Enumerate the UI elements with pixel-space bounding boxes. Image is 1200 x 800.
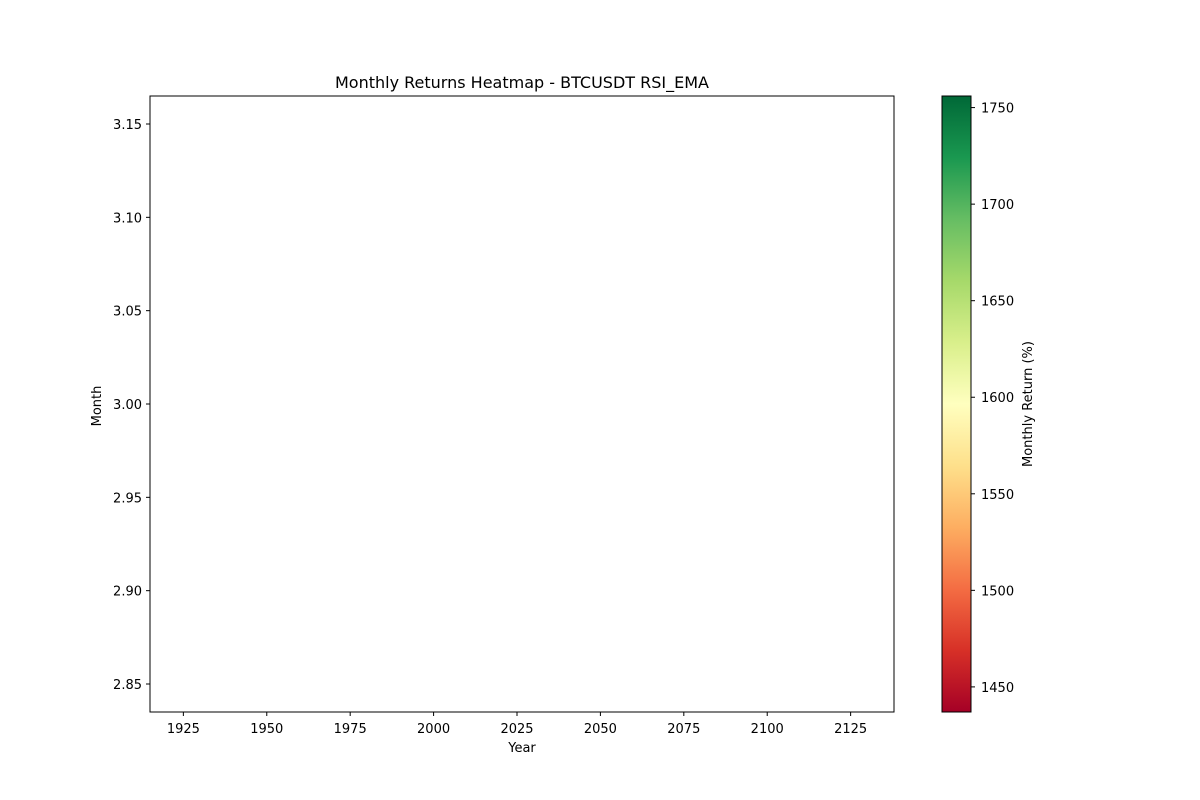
x-axis-label: Year — [507, 741, 536, 756]
x-tick-label: 2075 — [667, 722, 700, 737]
x-tick-label: 2000 — [417, 722, 450, 737]
x-axis-ticks: 1925 1950 1975 2000 2025 2050 2075 2100 2125 — [167, 712, 867, 737]
colorbar-tick-label: 1750 — [981, 102, 1014, 117]
y-tick-label: 2.85 — [113, 678, 142, 693]
colorbar-label: Monthly Return (%) — [1021, 341, 1036, 467]
y-tick-label: 3.15 — [113, 118, 142, 133]
y-axis-ticks: 2.85 2.90 2.95 3.00 3.05 3.10 3.15 — [113, 118, 150, 693]
colorbar-tick-label: 1450 — [981, 681, 1014, 696]
colorbar-tick-label: 1600 — [981, 391, 1014, 406]
colorbar-ticks: 1450 1500 1550 1600 1650 1700 1750 — [971, 102, 1014, 696]
chart-title: Monthly Returns Heatmap - BTCUSDT RSI_EM… — [335, 73, 709, 93]
x-tick-label: 2125 — [834, 722, 867, 737]
x-tick-label: 1975 — [334, 722, 367, 737]
y-tick-label: 2.90 — [113, 585, 142, 600]
colorbar-tick-label: 1500 — [981, 584, 1014, 599]
y-tick-label: 3.00 — [113, 398, 142, 413]
y-tick-label: 3.05 — [113, 305, 142, 320]
colorbar-tick-label: 1700 — [981, 198, 1014, 213]
x-tick-label: 2050 — [584, 722, 617, 737]
colorbar-tick-label: 1650 — [981, 295, 1014, 310]
x-tick-label: 1950 — [250, 722, 283, 737]
plot-area — [149, 95, 895, 713]
x-tick-label: 1925 — [167, 722, 200, 737]
y-tick-label: 3.10 — [113, 211, 142, 226]
y-tick-label: 2.95 — [113, 491, 142, 506]
y-axis-label: Month — [90, 386, 105, 427]
x-tick-label: 2100 — [751, 722, 784, 737]
colorbar — [941, 95, 972, 713]
x-tick-label: 2025 — [500, 722, 533, 737]
colorbar-tick-label: 1550 — [981, 488, 1014, 503]
